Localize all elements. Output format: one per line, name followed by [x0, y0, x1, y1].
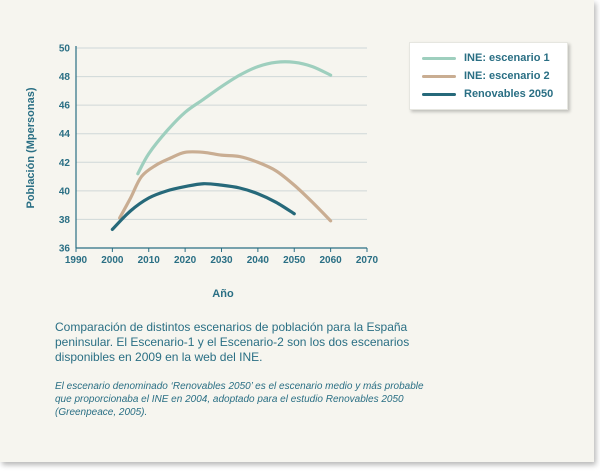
x-tick-1990: 1990: [65, 255, 88, 266]
y-tick-48: 48: [59, 72, 71, 83]
figure-caption: Comparación de distintos escenarios de p…: [55, 320, 410, 364]
y-tick-38: 38: [59, 215, 71, 226]
legend-swatch-ine-1: [422, 56, 456, 60]
x-tick-2030: 2030: [210, 255, 233, 266]
series-ine-escenario-1: [136, 60, 333, 176]
series-lines: [110, 60, 333, 232]
x-tick-2010: 2010: [138, 255, 161, 266]
figure-note: El escenario denominado ‘Renovables 2050…: [55, 381, 424, 418]
series-ine-escenario-2: [118, 150, 333, 223]
x-tick-2060: 2060: [320, 255, 343, 266]
grid-lines: [76, 47, 367, 220]
legend-swatch-renovables: [422, 92, 456, 96]
line-chart: 36 38 40 42 44 46 48 50 1990 2000 2010 2020 2030 204…: [25, 44, 379, 301]
y-tick-36: 36: [59, 244, 71, 255]
x-tick-2070: 2070: [356, 255, 379, 266]
y-tick-46: 46: [59, 101, 71, 112]
y-axis-label: Población (Mpersonas): [25, 87, 37, 208]
x-tick-labels: 1990 2000 2010 2020 2030 2040 2050 2060 2070: [65, 255, 379, 266]
legend: INE: escenario 1 INE: escenario 2 Renova…: [409, 42, 568, 110]
legend-label-ine-1: INE: escenario 1: [464, 52, 550, 64]
y-tick-42: 42: [59, 158, 71, 169]
legend-item-renovables: Renovables 2050: [422, 86, 553, 102]
legend-item-ine-1: INE: escenario 1: [422, 50, 550, 66]
series-renovables-2050: [110, 182, 296, 232]
figure-panel: 36 38 40 42 44 46 48 50 1990 2000 2010 2020 2030 204…: [0, 0, 594, 462]
y-tick-labels: 36 38 40 42 44 46 48 50: [59, 44, 71, 255]
legend-item-ine-2: INE: escenario 2: [422, 68, 550, 84]
x-tick-2000: 2000: [101, 255, 124, 266]
y-tick-50: 50: [59, 44, 71, 55]
legend-swatch-ine-2: [422, 74, 456, 78]
x-axis-label: Año: [212, 288, 234, 300]
y-tick-44: 44: [59, 129, 71, 140]
y-tick-40: 40: [59, 186, 71, 197]
legend-label-ine-2: INE: escenario 2: [464, 70, 550, 82]
axes: [75, 46, 368, 252]
legend-label-renovables: Renovables 2050: [464, 88, 554, 100]
x-tick-2020: 2020: [174, 255, 197, 266]
x-tick-2040: 2040: [247, 255, 270, 266]
x-tick-2050: 2050: [283, 255, 306, 266]
